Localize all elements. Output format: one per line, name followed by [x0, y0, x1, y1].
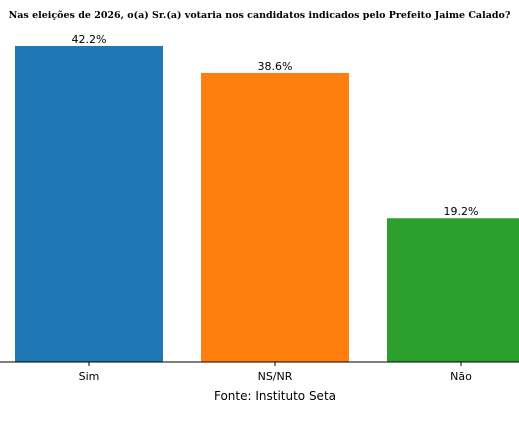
bar-value-label-0: 42.2%: [72, 33, 107, 46]
bars-group: 42.2% 38.6% 19.2%: [15, 33, 519, 363]
chart-title: Nas eleições de 2026, o(a) Sr.(a) votari…: [9, 10, 511, 21]
bar-2: [387, 218, 519, 362]
x-tick-label-1: NS/NR: [258, 370, 293, 383]
x-ticks-group: Sim NS/NR Não: [79, 362, 472, 383]
bar-value-label-2: 19.2%: [444, 205, 479, 218]
x-tick-label-0: Sim: [79, 370, 100, 383]
bar-1: [201, 72, 349, 363]
bar-value-label-1: 38.6%: [258, 60, 293, 73]
source-caption: Fonte: Instituto Seta: [214, 389, 336, 403]
bar-0: [15, 46, 163, 362]
x-tick-label-2: Não: [450, 370, 472, 383]
